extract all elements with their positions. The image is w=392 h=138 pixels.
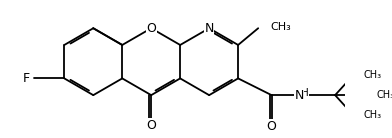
Text: N: N	[294, 89, 304, 102]
Text: O: O	[146, 22, 156, 35]
Text: CH₃: CH₃	[270, 22, 290, 32]
Text: O: O	[146, 119, 156, 132]
Text: F: F	[23, 72, 30, 85]
Text: CH₃: CH₃	[363, 110, 382, 120]
Text: CH₃: CH₃	[363, 70, 382, 80]
Text: N: N	[205, 22, 214, 35]
Text: H: H	[301, 88, 309, 99]
Text: CH₃: CH₃	[377, 90, 392, 100]
Text: O: O	[267, 120, 276, 133]
